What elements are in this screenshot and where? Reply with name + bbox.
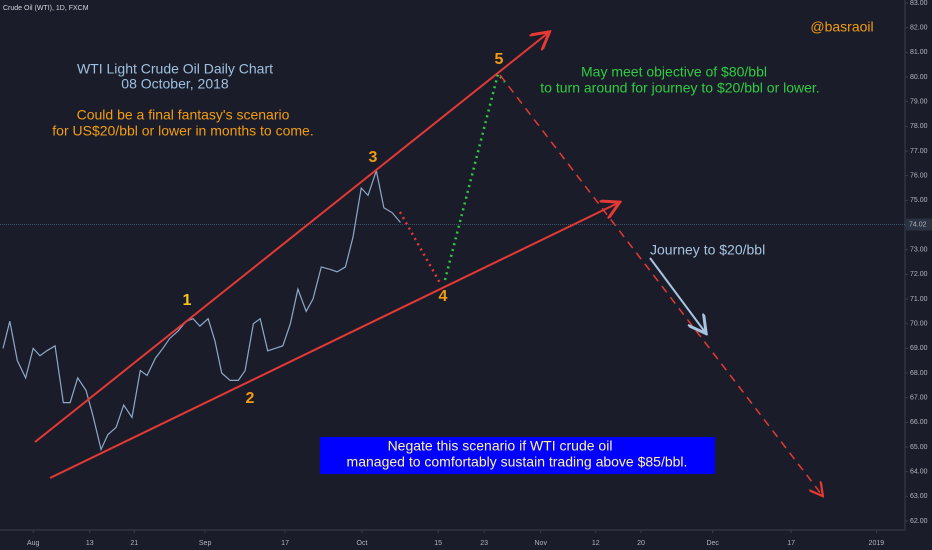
x-tick-label: Aug <box>27 540 40 547</box>
title: WTI Light Crude Oil Daily Chart <box>77 61 273 77</box>
price-series <box>2 168 401 452</box>
wave-4-path <box>398 211 442 284</box>
y-tick-label: 81.00 <box>910 49 928 56</box>
y-tick-label: 65.00 <box>910 444 928 451</box>
y-tick-label: 79.00 <box>910 99 928 106</box>
y-tick-label: 69.00 <box>910 345 928 352</box>
wave-label: 4 <box>439 288 448 305</box>
x-tick-label: 2019 <box>869 540 885 547</box>
wave-label: 5 <box>495 51 504 68</box>
y-tick-label: 77.00 <box>910 148 928 155</box>
negate-text: Negate this scenario if WTI crude oil <box>388 438 613 454</box>
y-tick-label: 63.00 <box>910 493 928 500</box>
y-tick-label: 78.00 <box>910 123 928 130</box>
scenario-text: for US$20/bbl or lower in months to come… <box>52 123 313 139</box>
y-tick-label: 71.00 <box>910 296 928 303</box>
y-tick-label: 76.00 <box>910 173 928 180</box>
x-tick-label: 20 <box>637 540 645 547</box>
y-tick-label: 66.00 <box>910 419 928 426</box>
header: Crude Oil (WTI), 1D, FXCM <box>3 5 89 12</box>
wave-label: 2 <box>246 390 255 407</box>
y-tick-label: 75.00 <box>910 197 928 204</box>
price-label-box <box>906 218 932 231</box>
journey-arrow <box>649 257 705 332</box>
scenario-text: Could be a final fantasy's scenario <box>77 107 290 123</box>
y-tick-label: 82.00 <box>910 25 928 32</box>
x-tick-label: 12 <box>592 540 600 547</box>
negate-box <box>320 437 715 474</box>
projection-line <box>499 74 822 495</box>
y-tick-label: 80.00 <box>910 74 928 81</box>
x-tick-label: Oct <box>357 540 368 547</box>
x-tick-label: 13 <box>86 540 94 547</box>
wave-label: 3 <box>369 149 378 166</box>
objective-text: May meet objective of $80/bbl <box>581 64 767 80</box>
x-tick-label: Nov <box>535 540 548 547</box>
plot <box>0 168 905 452</box>
x-tick-label: 23 <box>480 540 488 547</box>
subtitle: 08 October, 2018 <box>121 76 229 92</box>
objective-text: to turn around for journey to $20/bbl or… <box>540 80 819 96</box>
negate-text: managed to comfortably sustain trading a… <box>347 454 688 470</box>
y-tick-label: 70.00 <box>910 321 928 328</box>
x-tick-label: 17 <box>281 540 289 547</box>
y-tick-label: 64.00 <box>910 469 928 476</box>
y-tick-label: 68.00 <box>910 370 928 377</box>
y-tick-label: 72.00 <box>910 271 928 278</box>
x-tick-label: 21 <box>130 540 138 547</box>
journey-text: Journey to $20/bbl <box>650 242 765 258</box>
y-tick-label: 67.00 <box>910 395 928 402</box>
price-label: 74.02 <box>909 221 927 228</box>
wave-label: 1 <box>183 292 192 309</box>
handle: @basraoil <box>810 19 873 35</box>
x-tick-label: 17 <box>787 540 795 547</box>
x-tick-label: 15 <box>434 540 442 547</box>
x-tick-label: Sep <box>199 540 212 547</box>
lower-trendline <box>49 203 618 479</box>
y-tick-label: 73.00 <box>910 247 928 254</box>
x-tick-label: Dec <box>706 540 719 547</box>
y-tick-label: 62.00 <box>910 518 928 525</box>
upper-trendline <box>34 33 548 443</box>
y-tick-label: 83.00 <box>910 0 928 7</box>
